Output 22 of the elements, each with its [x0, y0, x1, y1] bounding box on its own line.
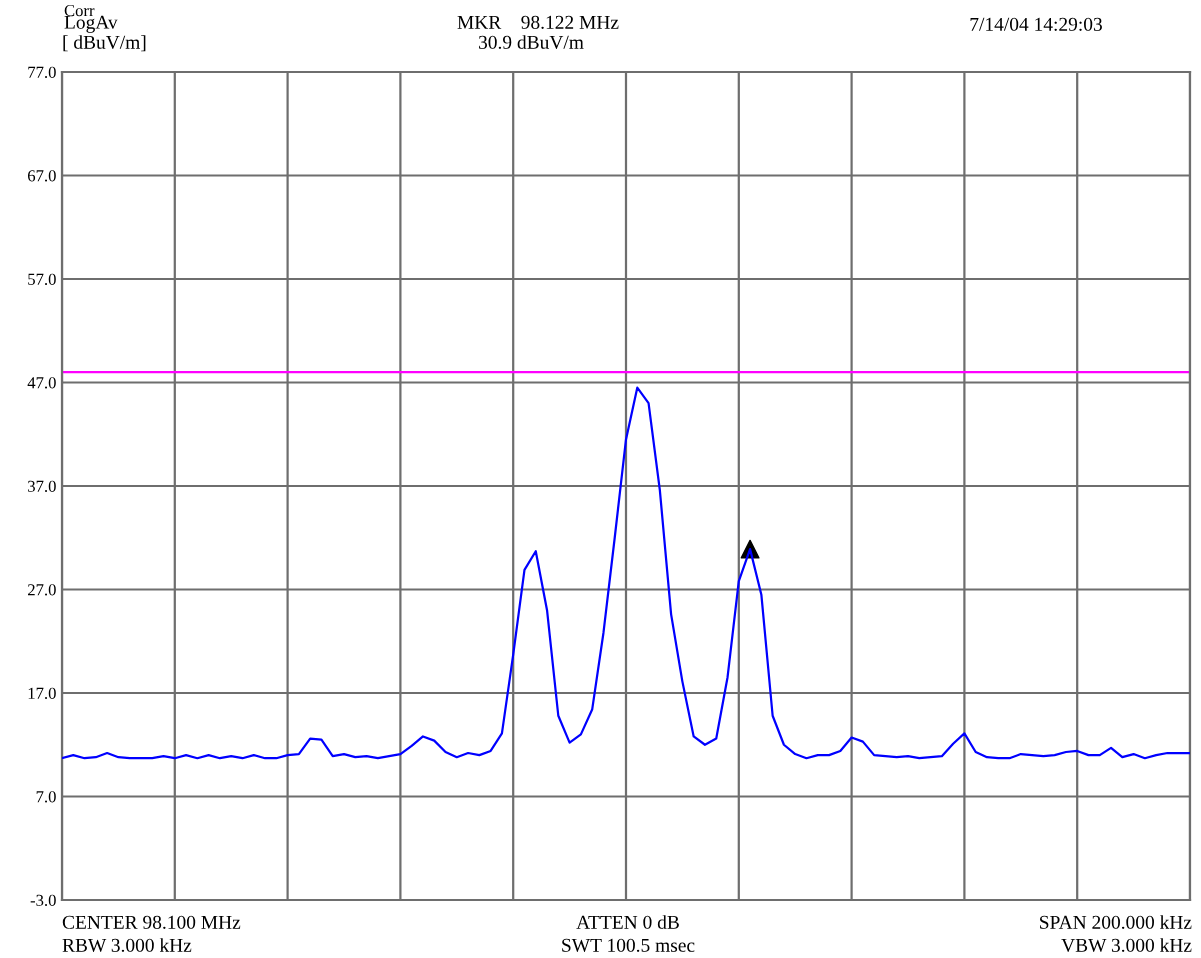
- text: VBW 3.000 kHz: [1061, 938, 1192, 952]
- text: MKR 98.122 MHz: [457, 15, 619, 29]
- text: SWT 100.5 msec: [562, 938, 695, 952]
- text: SPAN 200.000 kHz: [1040, 915, 1192, 929]
- y-tick-label: 57.0: [28, 273, 56, 286]
- y-tick-label: 37.0: [28, 480, 56, 493]
- text: 30.9 dBuV/m: [478, 35, 584, 49]
- text: CENTER 98.100 MHz: [62, 915, 241, 929]
- y-tick-label: -3.0: [30, 894, 56, 907]
- y-tick-label: 27.0: [28, 584, 56, 596]
- y-tick-label: 7.0: [36, 791, 56, 803]
- line-series: [62, 386, 1190, 760]
- text: [ dBuV/m]: [63, 35, 146, 52]
- y-tick-label: 67.0: [27, 170, 56, 182]
- y-tick-label: 47.0: [27, 377, 56, 389]
- text: 7/14/04 14:29:03: [970, 17, 1102, 31]
- y-tick-label: 77.0: [28, 66, 56, 79]
- text: LogAv: [64, 15, 118, 33]
- text: RBW 3.000 kHz: [62, 938, 192, 952]
- text: Corr: [64, 4, 95, 17]
- y-tick-label: 17.0: [28, 687, 56, 700]
- text: ATTEN 0 dB: [576, 915, 679, 929]
